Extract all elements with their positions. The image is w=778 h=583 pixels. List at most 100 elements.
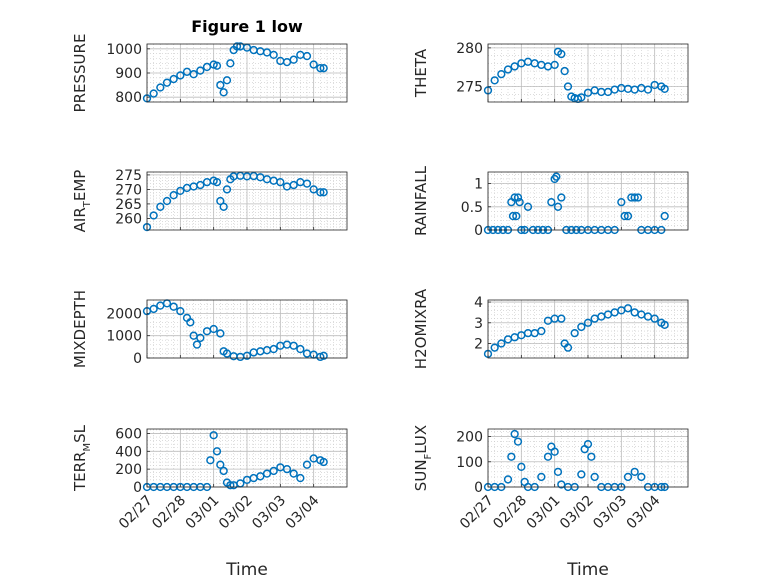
data-point (508, 211, 518, 221)
data-point (302, 51, 312, 61)
data-point (196, 333, 205, 343)
data-point (617, 198, 626, 207)
x-tick-label: 03/03 (590, 493, 630, 533)
data-point (192, 340, 202, 349)
data-point (583, 439, 593, 449)
y-tick-label: 0 (474, 480, 483, 496)
y-tick-label: 1000 (106, 329, 142, 345)
x-tick-label: 03/02 (557, 493, 597, 533)
x-tick-label: 03/04 (624, 492, 664, 532)
y-tick-label: 2000 (106, 306, 142, 322)
y-tick-label: 400 (115, 444, 142, 460)
data-point (219, 202, 228, 211)
chart-title: Figure 1 low (191, 17, 303, 36)
data-point (623, 472, 633, 482)
data-point (169, 302, 178, 311)
data-point (590, 472, 599, 482)
data-point (149, 211, 158, 220)
y-axis-label: THETA (412, 48, 430, 98)
data-point (490, 76, 499, 85)
x-axis-label: Time (566, 560, 609, 580)
data-point (577, 322, 586, 332)
data-point (226, 481, 235, 490)
data-point (276, 178, 285, 187)
data-point (289, 55, 298, 64)
y-tick-label: 200 (115, 462, 142, 478)
data-point (176, 307, 185, 316)
data-point (309, 185, 318, 194)
subplot-pressure: 800 900 1000 PRESSURE Figure 1 low (71, 17, 348, 113)
y-tick-label: 1 (474, 177, 483, 193)
data-point (196, 66, 205, 75)
data-point (302, 460, 312, 469)
y-tick-label: 200 (456, 430, 483, 446)
data-point (630, 467, 639, 477)
y-axis-label: PRESSURE (71, 34, 89, 113)
data-point (282, 465, 292, 474)
data-point (226, 59, 235, 68)
data-point (256, 472, 265, 481)
data-point (503, 475, 513, 484)
axes-box (146, 299, 348, 359)
data-point (206, 456, 215, 465)
data-point (523, 202, 533, 211)
data-point (269, 466, 278, 476)
data-point (189, 70, 198, 79)
x-tick-label: 03/02 (216, 493, 256, 533)
axes-box (146, 428, 348, 488)
x-tick-label: 03/04 (283, 492, 323, 532)
y-tick-label: 900 (115, 66, 142, 82)
data-point (557, 193, 566, 202)
x-tick-label: 02/28 (490, 493, 530, 533)
data-point (577, 470, 586, 479)
y-tick-label: 265 (115, 197, 142, 213)
x-tick-label: 03/01 (183, 493, 223, 533)
data-point (169, 191, 178, 200)
data-point (216, 329, 225, 338)
y-axis-label: AIRTEMP (71, 170, 93, 233)
y-axis-label: H2OMIXRA (412, 288, 430, 369)
data-point (550, 60, 559, 70)
y-tick-label: 4 (474, 295, 483, 311)
data-point (319, 64, 328, 73)
data-point (537, 472, 546, 482)
x-tick-label: 02/27 (457, 493, 497, 533)
data-point (156, 83, 165, 92)
data-point (623, 211, 633, 221)
subplot-mixdepth: 0 1000 2000 MIXDEPTH (71, 290, 348, 368)
data-point (587, 452, 596, 461)
data-point (557, 314, 566, 323)
data-point (212, 178, 222, 187)
data-point (219, 466, 228, 476)
data-point (269, 344, 278, 354)
data-point (650, 314, 659, 323)
data-point (196, 180, 205, 190)
data-point (633, 193, 643, 202)
data-point (543, 452, 553, 461)
axes-box (487, 428, 689, 488)
data-point (550, 447, 559, 456)
data-point (209, 431, 218, 440)
x-tick-label: 02/27 (116, 493, 156, 533)
y-axis-label: RAINFALL (412, 165, 430, 236)
data-point (232, 42, 242, 51)
y-tick-label: 0.5 (461, 200, 483, 216)
data-point (162, 78, 172, 87)
data-point (513, 193, 523, 202)
data-point (630, 193, 639, 202)
data-point (515, 198, 524, 207)
data-point (660, 84, 669, 94)
x-axis-label: Time (225, 560, 268, 580)
y-tick-label: 100 (456, 455, 483, 471)
data-point (296, 473, 305, 483)
data-point (637, 472, 646, 482)
subplot-theta: 275 280 THETA (412, 41, 689, 104)
y-tick-label: 0 (133, 480, 142, 496)
data-point (222, 76, 232, 85)
axes-box (146, 43, 348, 103)
data-point (149, 304, 158, 314)
axes-box (487, 43, 689, 103)
subplot-h2omixra: 2 3 4 H2OMIXRA (412, 288, 689, 369)
